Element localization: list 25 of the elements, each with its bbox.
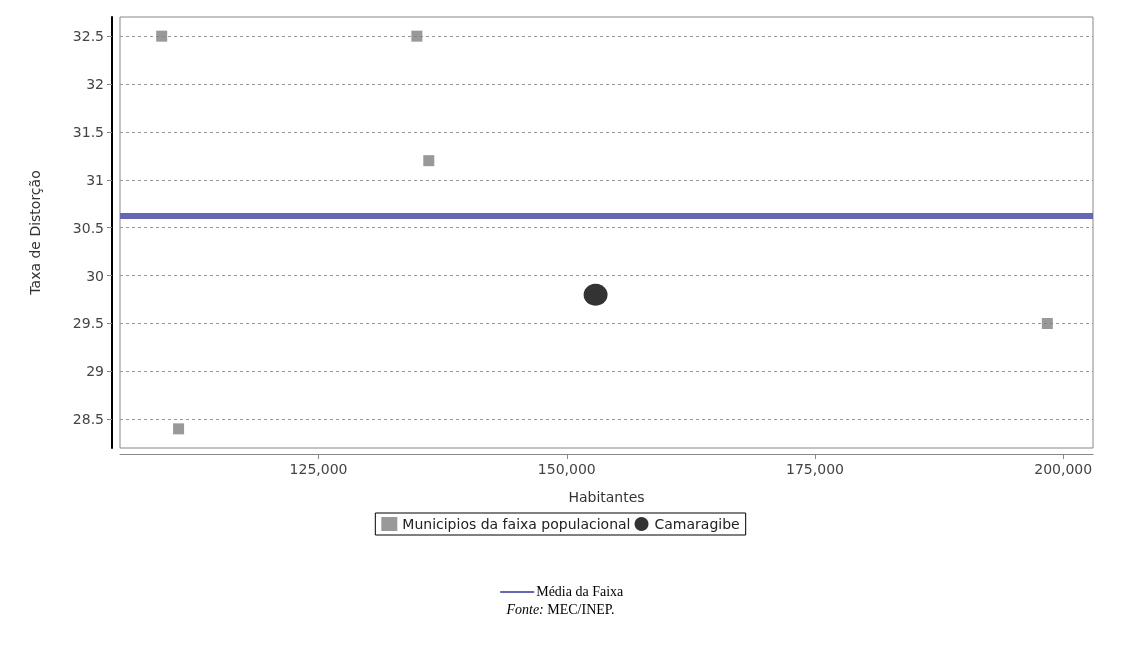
y-tick-label: 32: [86, 76, 104, 93]
y-tick-label: 29: [86, 363, 104, 380]
y-tick-label: 31.5: [72, 123, 104, 140]
y-tick-label: 31: [86, 171, 104, 188]
point: [1041, 317, 1053, 329]
y-tick-label: 32.5: [72, 28, 104, 45]
x-tick-label: 175,000: [786, 461, 844, 477]
x-tick-label: 125,000: [289, 461, 348, 477]
legend-label: Camaragibe: [654, 516, 740, 532]
y-tick-label: 29.5: [72, 315, 104, 332]
legend-label: Média da Faixa: [536, 583, 625, 599]
y-tick-label: 30: [86, 267, 104, 284]
x-axis-title: Habitantes: [568, 489, 645, 505]
x-tick-label: 150,000: [537, 461, 596, 477]
point: [156, 30, 168, 42]
y-axis-title: Taxa de Distorção: [27, 170, 43, 296]
y-tick-label: 30.5: [72, 219, 104, 236]
point: [583, 283, 608, 306]
point: [173, 423, 185, 435]
x-tick-label: 200,000: [1034, 461, 1093, 477]
point: [411, 30, 423, 42]
y-tick-label: 28.5: [72, 411, 104, 428]
point: [423, 155, 435, 167]
legend-label: Municipios da faixa populacional: [402, 516, 631, 532]
source-note: Fonte: MEC/INEP.: [505, 601, 615, 617]
